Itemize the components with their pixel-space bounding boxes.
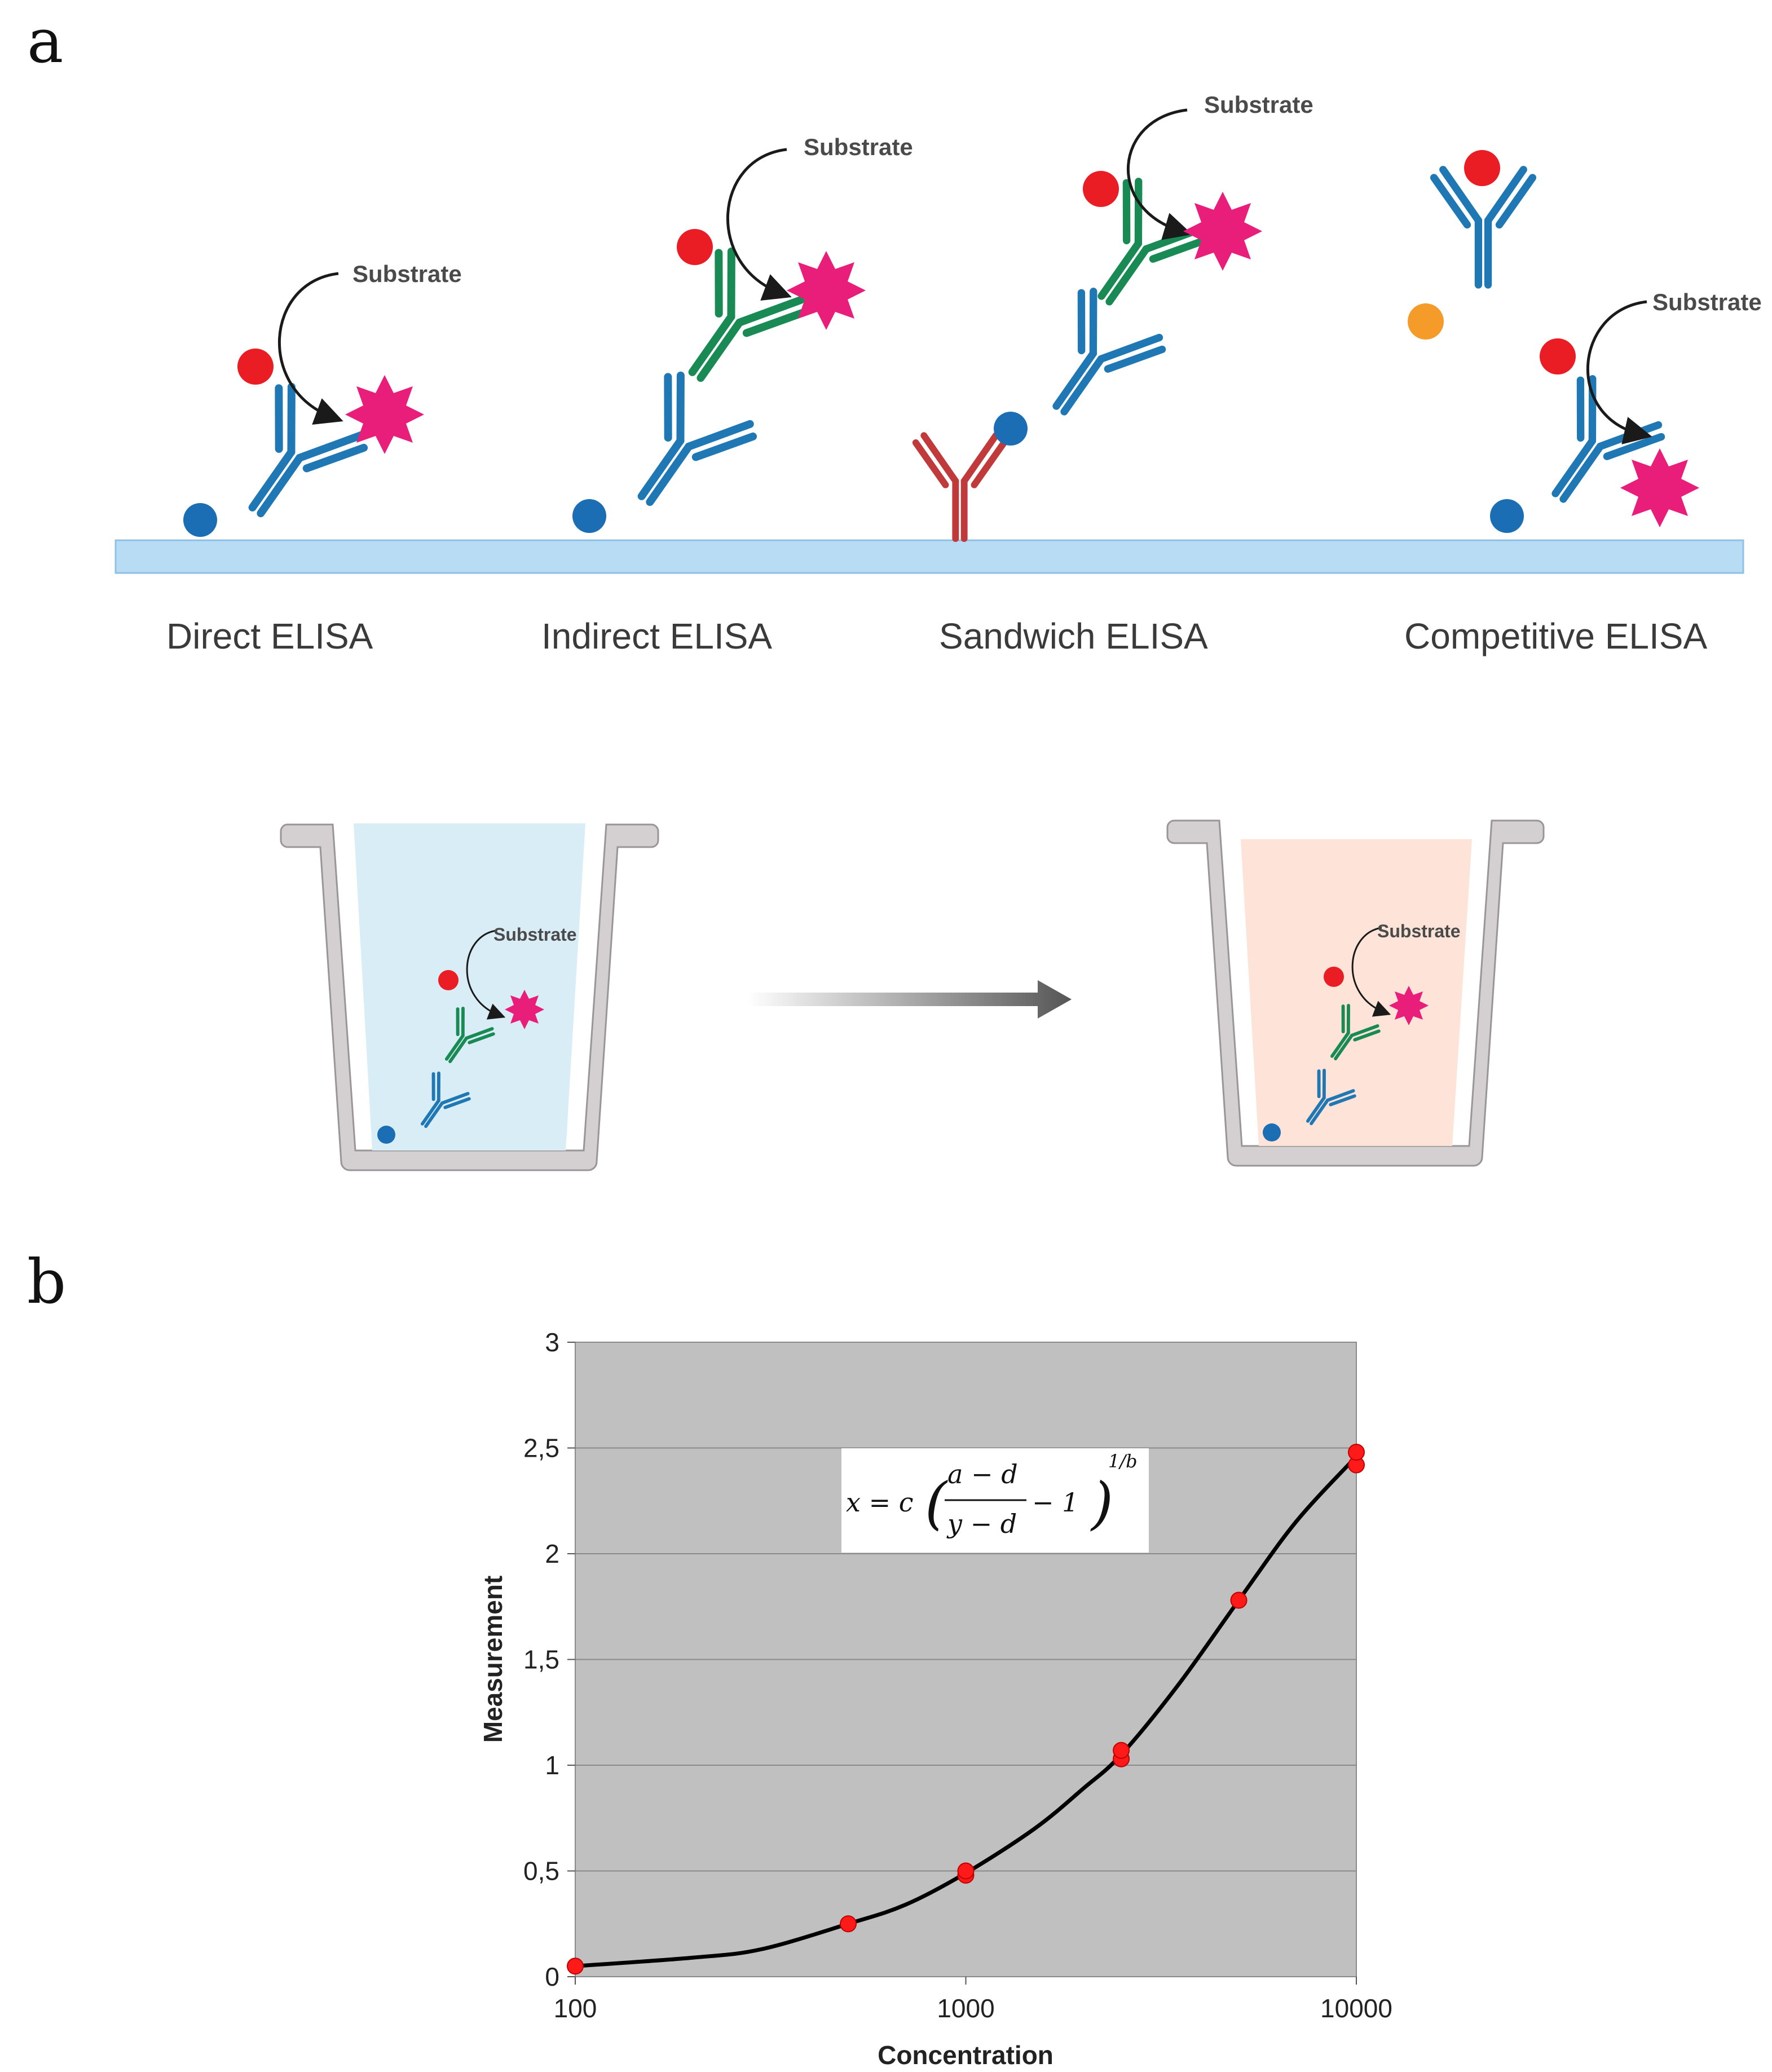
- y-axis-title: Measurement: [478, 1576, 508, 1743]
- product-star-icon: [505, 990, 544, 1029]
- label-sandwich-elisa: Sandwich ELISA: [939, 616, 1208, 656]
- reaction-arrow: [726, 148, 792, 301]
- reaction-arrow: [466, 929, 506, 1020]
- well-before: [280, 823, 659, 1171]
- data-point: [1113, 1742, 1130, 1759]
- enzyme-dot: [1083, 171, 1119, 207]
- y-tick-label: 1,5: [523, 1645, 559, 1674]
- y-tick-label: 2: [545, 1539, 559, 1568]
- enzyme-dot: [1324, 967, 1344, 987]
- free-antigen-dot: [1408, 303, 1444, 340]
- data-point: [840, 1915, 857, 1933]
- reaction-arrow: [278, 272, 343, 425]
- antigen-dot: [994, 412, 1028, 446]
- y-tick-label: 2,5: [523, 1434, 559, 1463]
- reaction-arrow: [1126, 108, 1193, 240]
- formula-lhs: x = c: [846, 1487, 914, 1518]
- standard-curve-chart: 0 0,5 1 1,5 2 2,5 3 100 1000 10000 x = c ( a − d…: [478, 1328, 1392, 2070]
- indirect-substrate-label: Substrate: [804, 134, 913, 160]
- well-before-substrate-label: Substrate: [493, 924, 577, 945]
- formula-denominator: y − d: [946, 1509, 1017, 1539]
- formula-minus-one: − 1: [1032, 1487, 1078, 1518]
- product-star-icon: [787, 251, 866, 330]
- sandwich-elisa-diagram: [916, 108, 1262, 539]
- antigen-dot: [183, 503, 217, 537]
- enzyme-dot: [438, 970, 459, 990]
- enzyme-dot: [1540, 338, 1576, 374]
- data-point: [1348, 1444, 1365, 1461]
- panel-a-label: a: [27, 6, 63, 77]
- formula-numerator: a − d: [947, 1459, 1018, 1489]
- y-tick-label: 0,5: [523, 1857, 559, 1886]
- x-axis-title: Concentration: [878, 2040, 1053, 2070]
- x-tick-label: 100: [554, 1994, 597, 2023]
- formula-exponent: 1/b: [1108, 1451, 1138, 1472]
- x-tick-label: 10000: [1320, 1994, 1392, 2023]
- label-indirect-elisa: Indirect ELISA: [541, 616, 772, 656]
- indirect-elisa-diagram: [572, 148, 866, 533]
- enzyme-dot: [677, 229, 713, 265]
- antigen-dot: [377, 1126, 395, 1144]
- y-tick-label: 1: [545, 1751, 559, 1780]
- product-star-icon: [1183, 192, 1262, 271]
- direct-substrate-label: Substrate: [352, 261, 462, 287]
- competitive-substrate-label: Substrate: [1652, 289, 1762, 315]
- y-axis-ticks: 0 0,5 1 1,5 2 2,5 3: [523, 1328, 575, 1991]
- data-point: [567, 1958, 584, 1975]
- data-point: [957, 1862, 975, 1880]
- antigen-dot: [1490, 499, 1524, 533]
- product-star-icon: [1620, 448, 1699, 527]
- panel-b-label: b: [27, 1247, 66, 1317]
- enzyme-dot: [1464, 150, 1500, 186]
- product-star-icon: [345, 375, 424, 454]
- direct-elisa-diagram: [183, 272, 424, 540]
- sandwich-substrate-label: Substrate: [1204, 91, 1313, 118]
- formula-open-paren: (: [925, 1470, 948, 1536]
- x-tick-label: 1000: [937, 1994, 994, 2023]
- well-after: [1166, 819, 1545, 1167]
- well-after-substrate-label: Substrate: [1377, 921, 1461, 941]
- reaction-arrow: [1586, 300, 1652, 444]
- data-points: [567, 1444, 1365, 1975]
- transition-arrow: [747, 980, 1072, 1019]
- enzyme-dot: [237, 349, 274, 385]
- product-star-icon: [1389, 986, 1429, 1025]
- antigen-dot: [572, 499, 606, 533]
- label-direct-elisa: Direct ELISA: [166, 616, 373, 656]
- formula-box: x = c ( a − d y − d − 1 ) 1/b: [841, 1448, 1149, 1553]
- y-tick-label: 3: [545, 1328, 559, 1357]
- label-competitive-elisa: Competitive ELISA: [1404, 616, 1707, 656]
- elisa-plate: [114, 539, 1744, 574]
- data-point: [1230, 1592, 1248, 1609]
- formula-close-paren: ): [1090, 1470, 1113, 1536]
- y-tick-label: 0: [545, 1962, 559, 1991]
- antigen-dot: [1263, 1123, 1281, 1141]
- reaction-arrow: [1351, 927, 1391, 1017]
- competitive-elisa-diagram: [1408, 150, 1699, 533]
- x-axis-ticks: 100 1000 10000: [554, 1977, 1392, 2023]
